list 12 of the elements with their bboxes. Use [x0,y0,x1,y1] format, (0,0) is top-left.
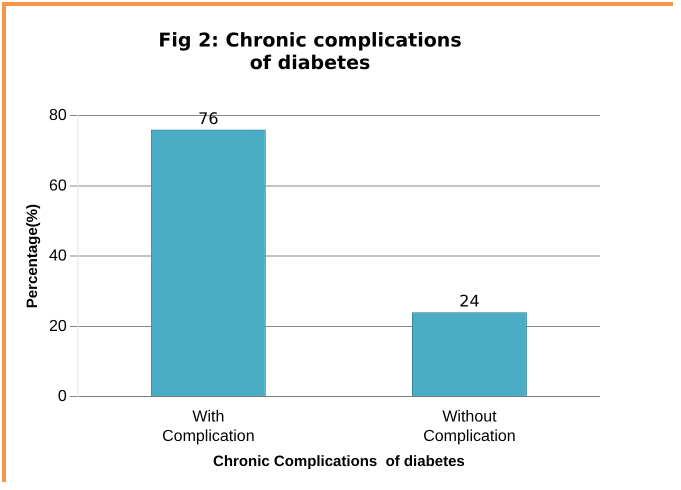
chart-title: Fig 2: Chronic complications of diabetes [158,29,462,74]
y-tick-label: 60 [49,177,67,194]
x-tick-label: With Complication [162,408,255,445]
y-tick-label: 0 [58,388,67,406]
x-tick-label: Without Complication [423,408,516,445]
data-label: 24 [459,291,480,310]
y-tick-label: 80 [49,107,67,124]
x-axis-title: Chronic Complications of diabetes [213,453,465,470]
y-tick-label: 40 [49,248,67,265]
data-label: 76 [198,108,219,128]
y-tick-label: 20 [49,318,67,335]
y-axis-title: Percentage(%) [24,204,42,308]
